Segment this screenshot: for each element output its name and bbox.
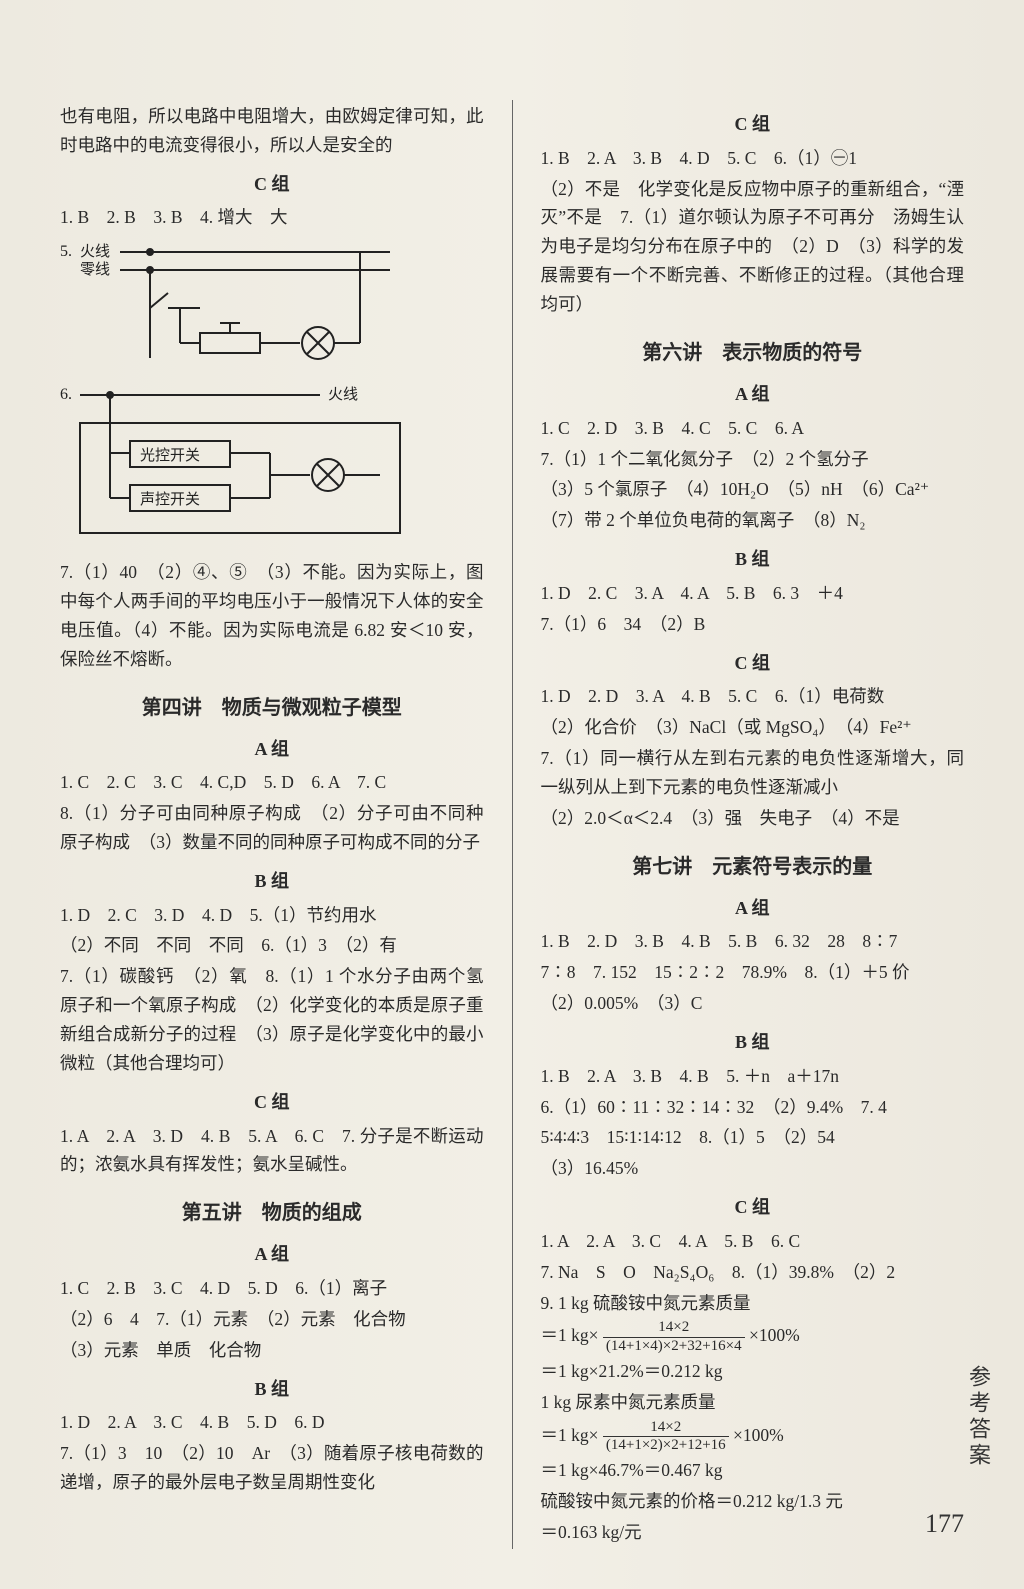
- frac2-den: (14+1×2)×2+12+16: [603, 1437, 729, 1454]
- sec5-a-line2: （2）6 4 7.（1）元素 （2）元素 化合物: [60, 1305, 484, 1334]
- sec4-b-line1: 1. D 2. C 3. D 4. D 5.（1）节约用水: [60, 901, 484, 930]
- sec7-a-title: A 组: [541, 894, 965, 924]
- fraction-1: 14×2 (14+1×4)×2+32+16×4: [603, 1319, 745, 1355]
- section-6-title: 第六讲 表示物质的符号: [541, 337, 965, 370]
- frac1-num: 14×2: [603, 1319, 745, 1337]
- frac1-suffix: ×100%: [749, 1325, 800, 1345]
- page: 也有电阻，所以电路中电阻增大，由欧姆定律可知，此时电路中的电流变得很小，所以人是…: [0, 0, 1024, 1589]
- sec6-a-title: A 组: [541, 380, 965, 410]
- sec6-b-title: B 组: [541, 545, 965, 575]
- sec4-b-title: B 组: [60, 867, 484, 897]
- right-column: C 组 1. B 2. A 3. B 4. D 5. C 6.（1）㊀1 （2）…: [541, 100, 965, 1549]
- sec7-a-line2: 7∶8 7. 152 15∶2∶2 78.9% 8.（1）＋5 价: [541, 958, 965, 987]
- sec7-c-line8: ＝1 kg×46.7%＝0.467 kg: [541, 1456, 965, 1485]
- q5-label: 5.: [60, 243, 72, 260]
- sec7-c-line10: ＝0.163 kg/元: [541, 1518, 965, 1547]
- sec7-a-line3: （2）0.005% （3）C: [541, 989, 965, 1018]
- sec7-c-line5: ＝1 kg×21.2%＝0.212 kg: [541, 1357, 965, 1386]
- sec7-c-line3: 9. 1 kg 硫酸铵中氮元素质量: [541, 1289, 965, 1318]
- sec7-c-title: C 组: [541, 1193, 965, 1223]
- sec5-a-line1: 1. C 2. B 3. C 4. D 5. D 6.（1）离子: [60, 1274, 484, 1303]
- sound-switch-label: 声控开关: [140, 490, 200, 508]
- right-c-line2: （2）不是 化学变化是反应物中原子的重新组合，“湮灭”不是 7.（1）道尔顿认为…: [541, 175, 965, 319]
- sec7-c-line9: 硫酸铵中氮元素的价格＝0.212 kg/1.3 元: [541, 1487, 965, 1516]
- sec4-b-line3: 7.（1）碳酸钙 （2）氧 8.（1）1 个水分子由两个氢原子和一个氧原子构成 …: [60, 962, 484, 1078]
- circuit-svg-5: 5. 火线 零线: [60, 238, 400, 368]
- frac2-num: 14×2: [603, 1419, 729, 1437]
- sec6-c-line1: 1. D 2. D 3. A 4. B 5. C 6.（1）电荷数: [541, 682, 965, 711]
- sec4-a-line2: 8.（1）分子可由同种原子构成 （2）分子可由不同种原子构成 （3）数量不同的同…: [60, 799, 484, 857]
- sec7-c-line6: 1 kg 尿素中氮元素质量: [541, 1388, 965, 1417]
- section-7-title: 第七讲 元素符号表示的量: [541, 851, 965, 884]
- sec7-b-line1: 1. B 2. A 3. B 4. B 5. ＋n a＋17n: [541, 1062, 965, 1091]
- sec6-a-line2: 7.（1）1 个二氧化氮分子 （2）2 个氢分子: [541, 445, 965, 474]
- intro-text: 也有电阻，所以电路中电阻增大，由欧姆定律可知，此时电路中的电流变得很小，所以人是…: [60, 102, 484, 160]
- sec7-b-line4: （3）16.45%: [541, 1154, 965, 1183]
- circuit-diagram-6: 6. 火线 光控开关: [60, 383, 484, 552]
- sec4-c-line1: 1. A 2. A 3. D 4. B 5. A 6. C 7. 分子是不断运动…: [60, 1122, 484, 1180]
- frac2-suffix: ×100%: [733, 1424, 784, 1444]
- sec6-c-line4: （2）2.0＜α＜2.4 （3）强 失电子 （4）不是: [541, 804, 965, 833]
- sec4-a-line1: 1. C 2. C 3. C 4. C,D 5. D 6. A 7. C: [60, 768, 484, 797]
- sec7-b-line3: 5∶4∶4∶3 15∶1∶14∶12 8.（1）5 （2）54: [541, 1123, 965, 1152]
- sec6-c-line3: 7.（1）同一横行从左到右元素的电负性逐渐增大，同一纵列从上到下元素的电负性逐渐…: [541, 744, 965, 802]
- sec4-b-line2: （2）不同 不同 不同 6.（1）3 （2）有: [60, 931, 484, 960]
- page-number: 177: [925, 1509, 964, 1539]
- section-5-title: 第五讲 物质的组成: [60, 1197, 484, 1230]
- left-column: 也有电阻，所以电路中电阻增大，由欧姆定律可知，此时电路中的电流变得很小，所以人是…: [60, 100, 484, 1549]
- sec6-c-title: C 组: [541, 649, 965, 679]
- sec7-a-line1: 1. B 2. D 3. B 4. B 5. B 6. 32 28 8∶7: [541, 927, 965, 956]
- sec7-c-frac2: ＝1 kg× 14×2 (14+1×2)×2+12+16 ×100%: [541, 1419, 965, 1455]
- sec7-b-line2: 6.（1）60∶11∶32∶14∶32 （2）9.4% 7. 4: [541, 1093, 965, 1122]
- right-group-c-title: C 组: [541, 110, 965, 140]
- sec5-b-line1: 1. D 2. A 3. C 4. B 5. D 6. D: [60, 1408, 484, 1437]
- sec6-c-line2: （2）化合价 （3）NaCl（或 MgSO₄） （4）Fe²⁺: [541, 713, 965, 742]
- sec6-a-line1: 1. C 2. D 3. B 4. C 5. C 6. A: [541, 414, 965, 443]
- neutral-wire-label: 零线: [80, 261, 110, 278]
- q6-label: 6.: [60, 386, 72, 403]
- q7-text: 7.（1）40 （2）④、⑤ （3）不能。因为实际上，图中每个人两手间的平均电压…: [60, 558, 484, 674]
- frac1-prefix: ＝1 kg×: [541, 1325, 599, 1345]
- sec5-a-line3: （3）元素 单质 化合物: [60, 1336, 484, 1365]
- sec5-b-title: B 组: [60, 1375, 484, 1405]
- sec7-c-line1: 1. A 2. A 3. C 4. A 5. B 6. C: [541, 1227, 965, 1256]
- light-switch-label: 光控开关: [140, 447, 200, 464]
- group-c-line1: 1. B 2. B 3. B 4. 增大 大: [60, 203, 484, 232]
- column-divider: [512, 100, 513, 1549]
- section-4-title: 第四讲 物质与微观粒子模型: [60, 692, 484, 725]
- side-label: 参考答案: [962, 1365, 994, 1469]
- circuit-svg-6: 6. 火线 光控开关: [60, 383, 420, 543]
- fire-wire-label-2: 火线: [328, 386, 358, 403]
- two-column-layout: 也有电阻，所以电路中电阻增大，由欧姆定律可知，此时电路中的电流变得很小，所以人是…: [60, 100, 964, 1549]
- fraction-2: 14×2 (14+1×2)×2+12+16: [603, 1419, 729, 1455]
- frac2-prefix: ＝1 kg×: [541, 1424, 599, 1444]
- right-c-line1: 1. B 2. A 3. B 4. D 5. C 6.（1）㊀1: [541, 144, 965, 173]
- circuit-diagram-5: 5. 火线 零线: [60, 238, 484, 377]
- group-c-title: C 组: [60, 170, 484, 200]
- sec7-c-frac1: ＝1 kg× 14×2 (14+1×4)×2+32+16×4 ×100%: [541, 1319, 965, 1355]
- sec6-b-line1: 1. D 2. C 3. A 4. A 5. B 6. 3 ＋4: [541, 579, 965, 608]
- sec7-b-title: B 组: [541, 1028, 965, 1058]
- sec7-c-line2: 7. Na S O Na₂S₄O₆ 8.（1）39.8% （2）2: [541, 1258, 965, 1287]
- sec6-b-line2: 7.（1）6 34 （2）B: [541, 610, 965, 639]
- sec5-b-line2: 7.（1）3 10 （2）10 Ar （3）随着原子核电荷数的递增，原子的最外层…: [60, 1439, 484, 1497]
- sec4-a-title: A 组: [60, 735, 484, 765]
- sec5-a-title: A 组: [60, 1240, 484, 1270]
- sec6-a-line3: （3）5 个氯原子 （4）10H₂O （5）nH （6）Ca²⁺: [541, 475, 965, 504]
- sec6-a-line4: （7）带 2 个单位负电荷的氧离子 （8）N₂: [541, 506, 965, 535]
- frac1-den: (14+1×4)×2+32+16×4: [603, 1338, 745, 1355]
- sec4-c-title: C 组: [60, 1088, 484, 1118]
- fire-wire-label: 火线: [80, 243, 110, 260]
